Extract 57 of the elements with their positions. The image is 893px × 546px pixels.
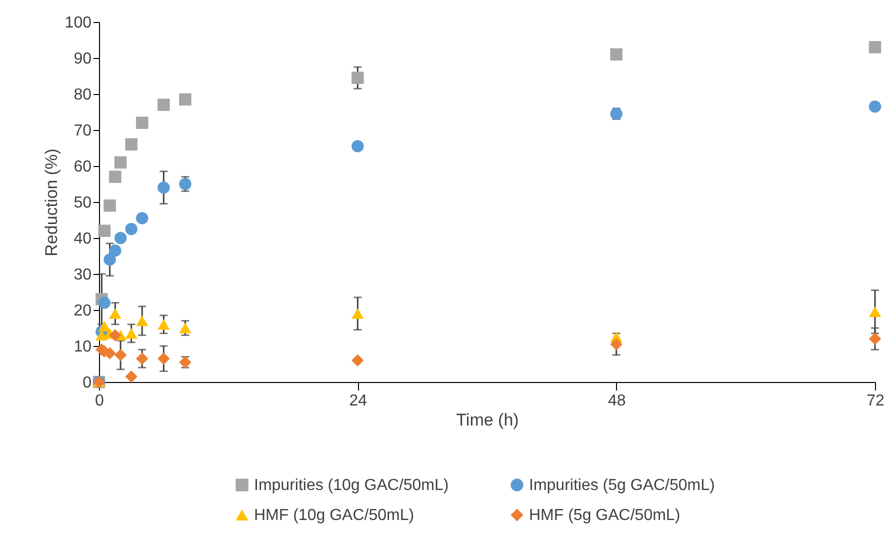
point bbox=[868, 306, 882, 318]
y-tick-label: 70 bbox=[74, 122, 92, 140]
point bbox=[114, 348, 127, 362]
point bbox=[125, 138, 138, 151]
legend-label: Impurities (10g GAC/50mL) bbox=[254, 477, 449, 494]
point bbox=[868, 100, 882, 113]
x-tick-label: 0 bbox=[95, 392, 104, 410]
point bbox=[868, 332, 882, 345]
point bbox=[98, 320, 111, 332]
point bbox=[352, 308, 364, 319]
y-tick-label: 90 bbox=[74, 50, 92, 68]
point bbox=[104, 199, 116, 212]
point bbox=[610, 338, 622, 350]
point bbox=[179, 322, 192, 334]
point bbox=[352, 354, 364, 367]
point bbox=[158, 319, 170, 330]
y-tick-label: 60 bbox=[74, 158, 92, 176]
point bbox=[136, 116, 148, 129]
point bbox=[136, 352, 148, 365]
point bbox=[104, 253, 116, 266]
point bbox=[352, 72, 364, 84]
point bbox=[610, 48, 622, 61]
y-tick-label: 20 bbox=[74, 302, 92, 320]
point bbox=[98, 296, 111, 309]
y-tick-label: 10 bbox=[74, 338, 92, 356]
y-tick-label: 100 bbox=[64, 14, 92, 32]
y-tick-label: 40 bbox=[74, 230, 92, 248]
point bbox=[158, 352, 170, 365]
point bbox=[868, 41, 882, 54]
legend-label: HMF (10g GAC/50mL) bbox=[254, 507, 414, 524]
y-tick-label: 50 bbox=[74, 194, 92, 212]
point bbox=[136, 315, 148, 326]
y-tick-label: 80 bbox=[74, 86, 92, 104]
point bbox=[352, 140, 364, 152]
y-tick-label: 30 bbox=[74, 266, 92, 284]
point bbox=[109, 170, 122, 183]
point bbox=[125, 222, 138, 236]
x-tick-label: 48 bbox=[608, 392, 626, 410]
point bbox=[125, 328, 138, 339]
legend-label: HMF (5g GAC/50mL) bbox=[529, 507, 680, 524]
y-tick-label: 0 bbox=[82, 374, 92, 392]
point bbox=[109, 244, 122, 257]
point bbox=[125, 370, 138, 383]
point bbox=[158, 98, 170, 111]
x-axis-title: Time (h) bbox=[456, 410, 519, 430]
point bbox=[109, 308, 122, 319]
y-axis-title: Reduction (%) bbox=[42, 148, 61, 256]
x-tick-label: 72 bbox=[866, 392, 884, 410]
x-tick-label: 24 bbox=[349, 392, 368, 410]
point bbox=[98, 224, 111, 237]
point bbox=[114, 156, 127, 169]
point bbox=[136, 212, 148, 224]
legend-label: Impurities (5g GAC/50mL) bbox=[529, 477, 715, 494]
point bbox=[179, 93, 192, 106]
point bbox=[114, 232, 127, 244]
point bbox=[158, 181, 170, 194]
point bbox=[109, 329, 122, 342]
